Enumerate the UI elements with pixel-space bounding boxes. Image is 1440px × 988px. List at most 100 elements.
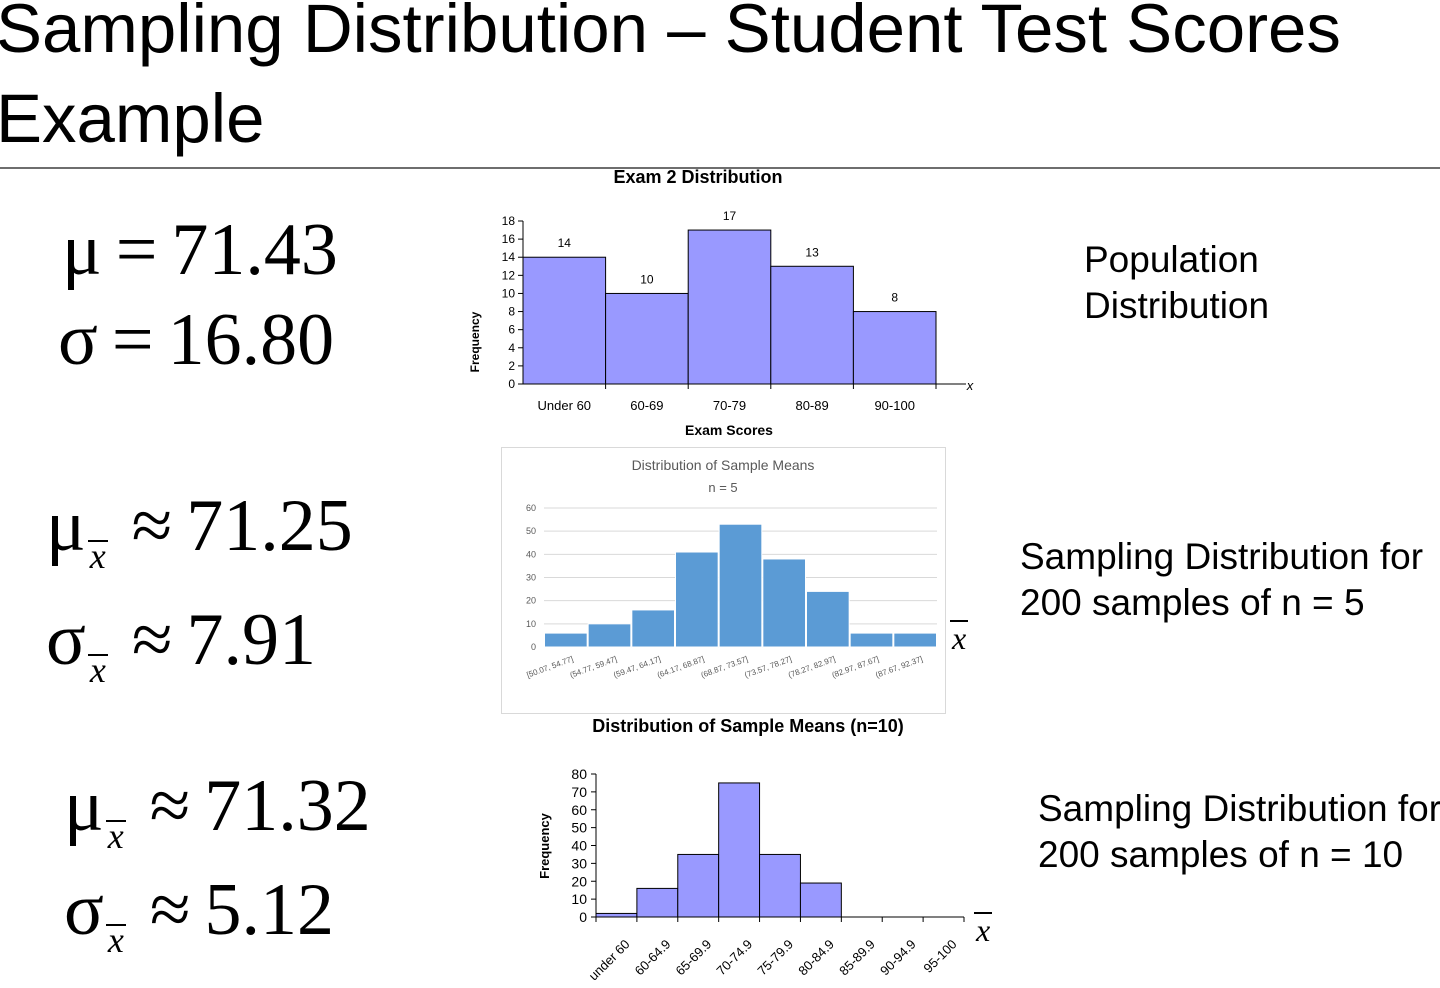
sample-means-n10-chart: Distribution of Sample Means (n=10) 0 10 2… [537,716,965,984]
xbar-subscript: x [87,536,108,576]
bar [718,523,763,648]
y-tick-label: 0 [579,909,587,925]
bar [718,782,761,918]
x-tick-label: (64.17, 68.87] [656,654,705,679]
y-tick-label: 0 [531,642,536,652]
x-tick-label: 65-69.9 [673,937,715,979]
y-tick-label: 30 [571,855,587,871]
x-tick-label: 80-84.9 [795,937,837,979]
y-tick-label: 80 [571,766,587,782]
chart-title: Distribution of Sample Means (n=10) [592,716,904,736]
x-tick-label: [50.07, 54.77] [525,654,574,679]
approx-sign: ≈ [149,869,191,951]
y-tick-label: 50 [526,526,536,536]
sigma-symbol: σ [58,299,98,381]
mu-symbol: μ [46,485,86,567]
slide-title-line2: Example [0,80,265,157]
population-sd-value: 16.80 [167,299,335,381]
data-label: 10 [640,272,654,286]
xbar-subscript: x [87,650,108,690]
x-tick-label: (73.57, 78.27] [743,654,792,679]
n10-description: Sampling Distribution for 200 samples of… [1038,786,1440,878]
y-tick-label: 20 [571,873,587,889]
chart-title: Exam 2 Distribution [613,167,782,187]
mu-symbol: μ [64,765,104,847]
y-tick-label: 0 [508,377,515,391]
chart-subtitle: n = 5 [708,480,737,495]
y-tick-label: 70 [571,784,587,800]
n10-mean-value: 71.32 [204,765,371,847]
bar [677,853,720,918]
y-tick-label: 6 [508,323,515,337]
n5-description-line2: 200 samples of n = 5 [1020,582,1365,623]
x-tick-label: 60-64.9 [632,937,674,979]
bar [675,551,719,648]
title-divider [0,167,1440,169]
x-tick-label: 70-74.9 [713,937,755,979]
x-tick-label: under 60 [586,937,633,984]
slide-title: Sampling Distribution – Student Test Sco… [0,0,1440,164]
exam2-distribution-chart: Exam 2 Distribution 0 2 4 6 8 10 12 14 16 18 14 Und… [468,167,974,438]
y-tick-label: 12 [502,268,516,282]
n5-description-line1: Sampling Distribution for [1020,536,1424,577]
population-mean: μ = 71.43 [62,210,338,290]
n10-sd: σ x ≈5.12 [64,869,335,958]
xbar-axis-symbol: x [950,620,969,656]
y-tick-label: 20 [526,596,536,606]
y-tick-label: 40 [526,549,536,559]
x-axis-symbol: x [966,378,974,393]
population-description-line2: Distribution [1084,285,1270,326]
data-label: 13 [805,245,819,259]
x-tick-label: 90-94.9 [877,937,919,979]
population-sd: σ = 16.80 [58,300,334,380]
chart-title: Distribution of Sample Means [632,457,815,473]
y-tick-label: 18 [502,214,516,228]
x-tick-label: 60-69 [630,398,663,413]
y-tick-label: 4 [508,341,515,355]
n5-sd: σ x ≈7.91 [46,599,316,688]
data-label: 17 [723,209,737,223]
population-description-line1: Population [1084,239,1259,280]
y-tick-label: 10 [571,891,587,907]
y-tick-label: 10 [526,619,536,629]
n5-description: Sampling Distribution for 200 samples of… [1020,534,1423,626]
n5-mean: μ x ≈71.25 [46,485,353,574]
x-tick-label: (54.77, 59.47] [569,654,618,679]
n10-sd-value: 5.12 [204,869,335,951]
y-tick-label: 14 [502,250,516,264]
y-tick-label: 50 [571,820,587,836]
bar [849,632,894,648]
mu-symbol: μ [62,209,102,291]
slide-title-line1: Sampling Distribution – Student Test Sco… [0,0,1341,67]
bar [852,311,937,385]
x-tick-label: (59.47, 64.17] [612,654,661,679]
sigma-symbol: σ [64,869,104,951]
y-tick-label: 8 [508,305,515,319]
x-tick-label: (78.27, 82.97] [787,654,836,679]
xbar-subscript: x [105,920,126,960]
y-axis-label: Frequency [468,311,482,372]
approx-sign: ≈ [149,765,191,847]
bar [587,623,632,648]
x-tick-label: 80-89 [795,398,828,413]
bar [544,632,588,648]
n10-mean: μ x ≈71.32 [64,765,371,854]
bar [806,590,850,648]
population-mean-value: 71.43 [171,209,338,291]
bar [893,632,938,648]
equals-sign: = [115,209,158,291]
x-tick-label: 70-79 [713,398,746,413]
y-tick-label: 30 [526,573,536,583]
x-tick-label: 95-100 [920,937,959,976]
x-tick-label: (68.87, 73.57] [700,654,749,679]
y-tick-label: 60 [571,802,587,818]
sigma-symbol: σ [46,599,86,681]
y-tick-label: 16 [502,232,516,246]
x-axis-label: Exam Scores [685,422,773,438]
bar [605,292,689,385]
bar [762,558,807,648]
x-tick-label: 85-89.9 [836,937,878,979]
approx-sign: ≈ [131,485,173,567]
y-tick-label: 10 [502,286,516,300]
x-tick-label: (87.67, 92.37] [874,654,923,679]
